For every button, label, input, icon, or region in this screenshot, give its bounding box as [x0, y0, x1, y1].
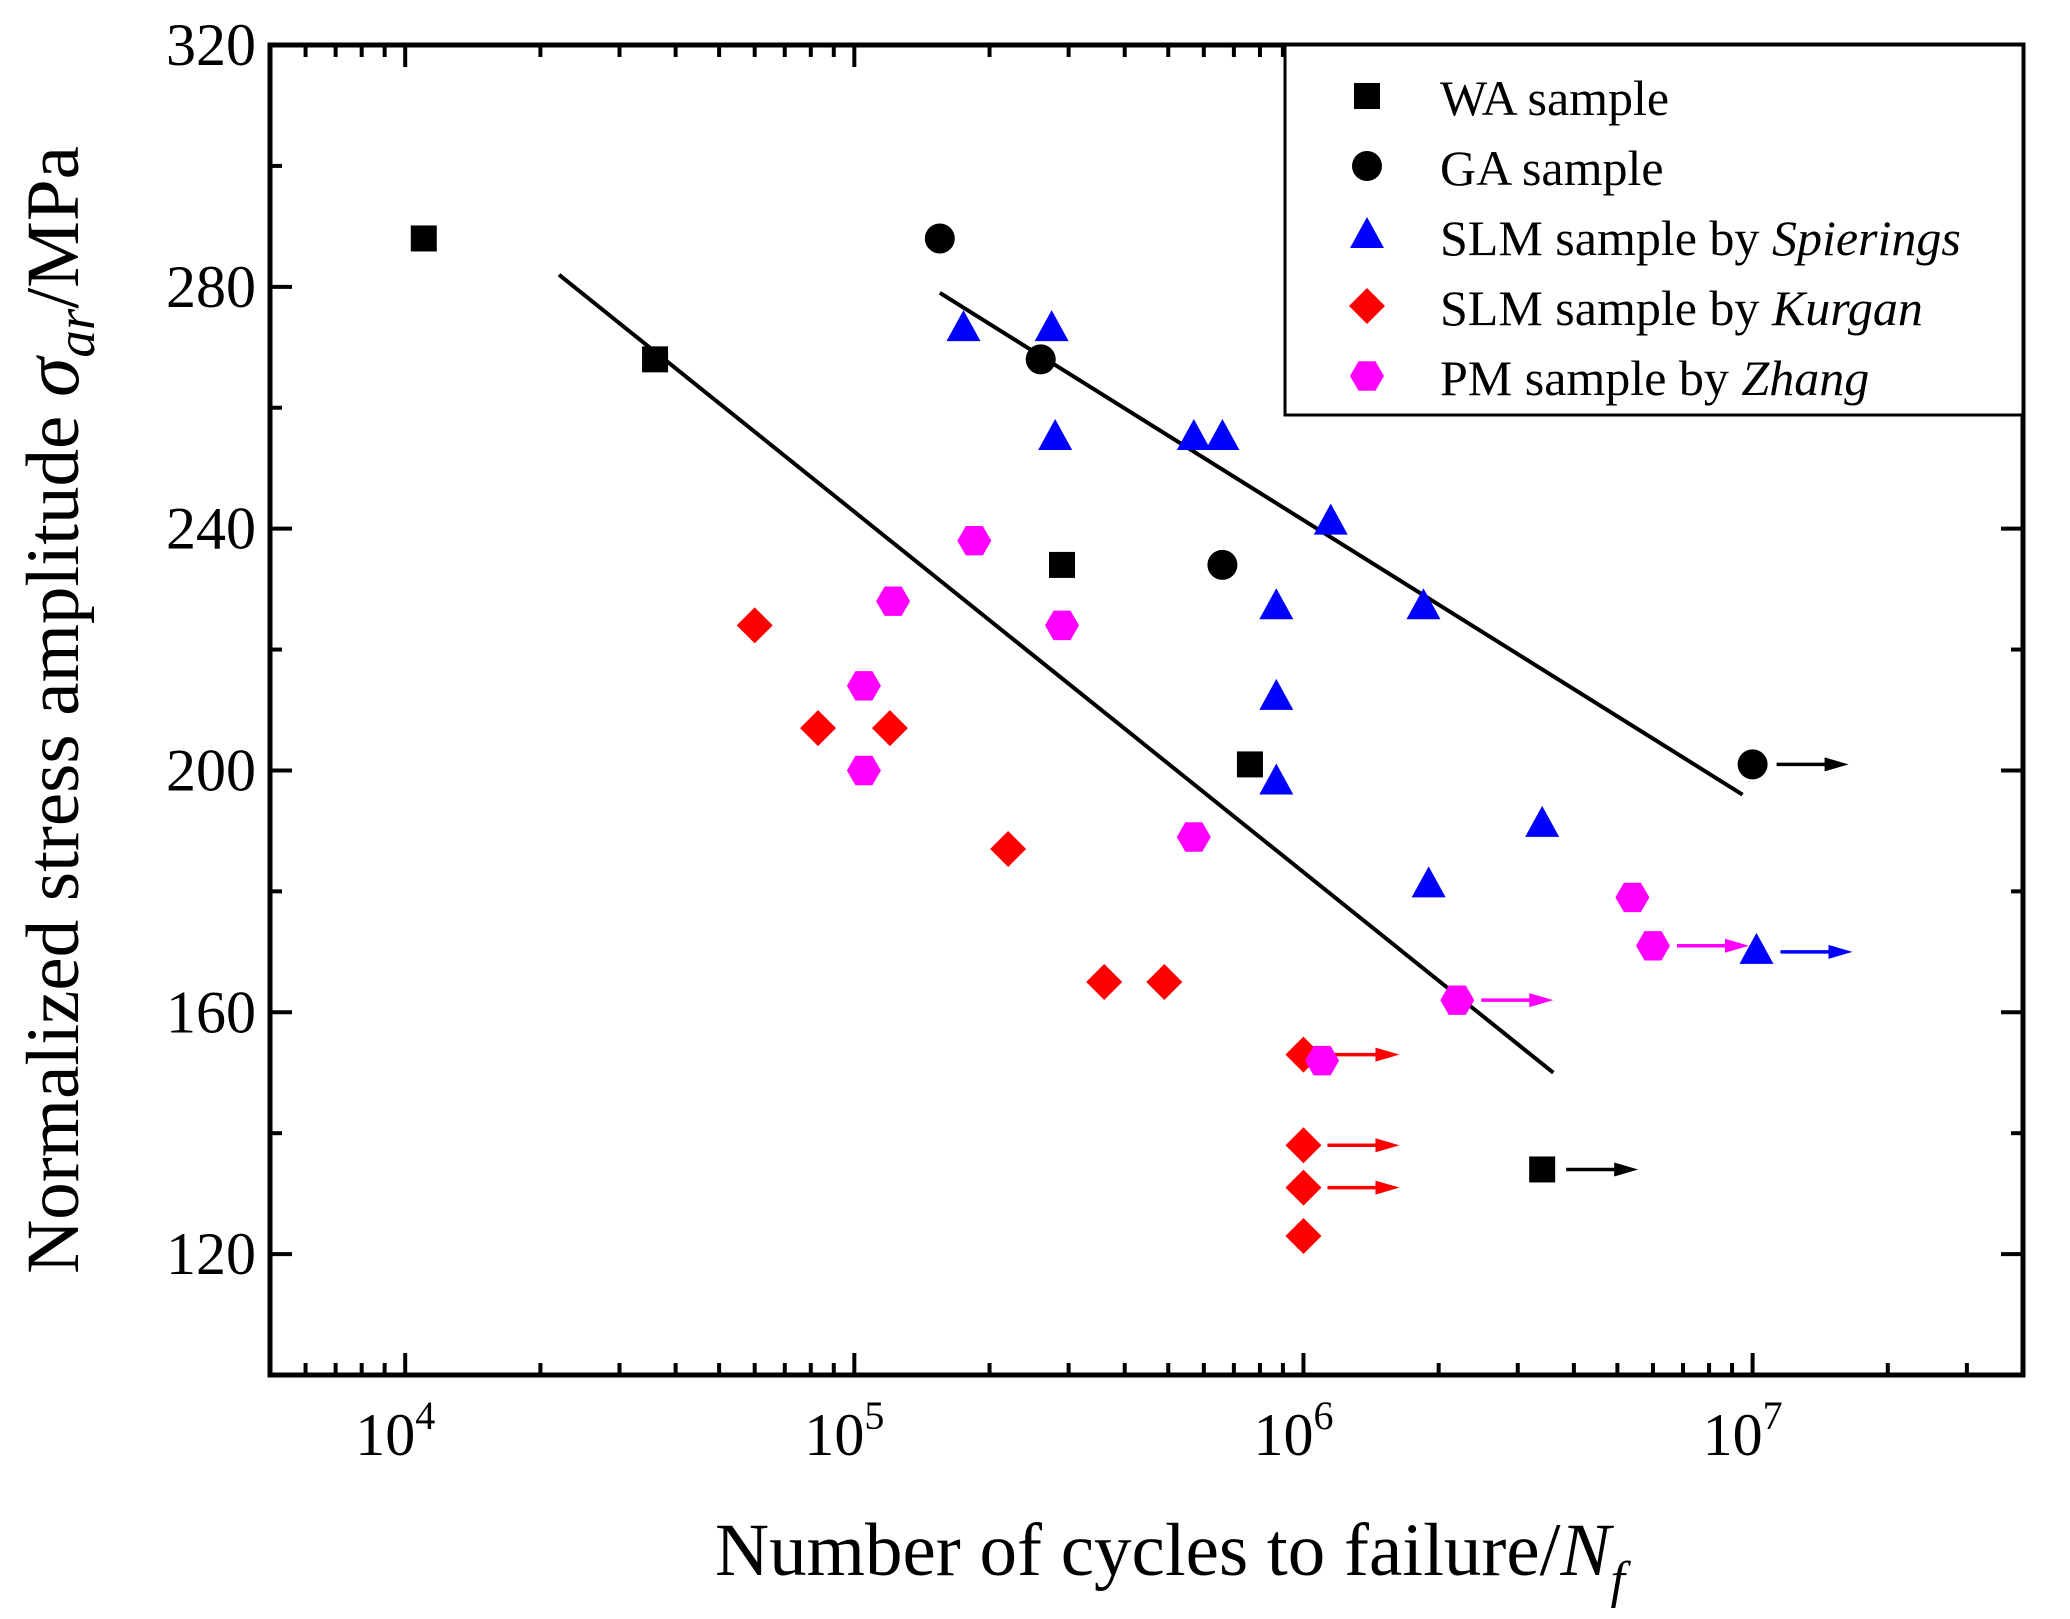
legend: WA sample GA sample SLM sample by Spiering… — [1283, 43, 2025, 417]
legend-marker — [1349, 288, 1385, 324]
y-axis-title: Normalized stress amplitude σar/MPa — [8, 146, 106, 1274]
y-tick-label: 320 — [166, 12, 256, 78]
data-point-series-4 — [1285, 1217, 1322, 1254]
data-point-series-3 — [946, 310, 981, 342]
data-point-series-5 — [1176, 822, 1211, 852]
data-point-series-3 — [1259, 588, 1294, 620]
legend-label: SLM sample by Spierings — [1440, 210, 1961, 266]
data-point-series-3 — [1034, 310, 1069, 342]
x-tick-label: 107 — [1703, 1393, 1783, 1468]
data-point-series-4 — [736, 607, 773, 644]
x-axis-title: Number of cycles to failure/Nf — [715, 1509, 1632, 1609]
runout-arrow-head — [1375, 1047, 1400, 1062]
data-point-series-1 — [1049, 551, 1076, 578]
data-point-series-3 — [1525, 805, 1560, 837]
runout-arrows — [1327, 757, 1853, 1195]
y-tick-label: 240 — [166, 496, 256, 562]
data-point-series-2 — [924, 223, 955, 254]
data-point-series-5 — [1305, 1045, 1340, 1076]
fit-lines — [557, 273, 1744, 1075]
data-point-series-5 — [876, 586, 911, 616]
data-point-series-2 — [1025, 344, 1056, 375]
y-tick-label: 280 — [166, 254, 256, 320]
x-tick-label: 105 — [804, 1393, 884, 1468]
data-point-series-5 — [846, 671, 881, 701]
data-point-series-3 — [1176, 418, 1211, 450]
y-tick-label: 200 — [166, 737, 256, 803]
runout-arrow-head — [1824, 757, 1849, 772]
data-point-series-3 — [1259, 678, 1294, 710]
data-point-series-4 — [1086, 964, 1123, 1001]
y-tick-label: 120 — [166, 1221, 256, 1287]
data-point-series-3 — [1739, 932, 1774, 964]
data-point-series-2 — [1207, 549, 1238, 580]
data-point-series-5 — [1440, 985, 1475, 1015]
data-point-series-3 — [1406, 588, 1441, 620]
data-point-series-1 — [642, 346, 669, 373]
legend-marker — [1354, 83, 1380, 109]
data-point-series-1 — [410, 225, 437, 252]
data-point-series-4 — [799, 710, 836, 747]
runout-arrow-head — [1614, 1162, 1639, 1177]
data-point-series-2 — [1737, 749, 1768, 780]
data-point-series-3 — [1038, 418, 1073, 450]
plot-frame — [267, 42, 2026, 1378]
data-point-series-4 — [1285, 1127, 1322, 1164]
data-points — [410, 223, 1774, 1254]
runout-arrow-head — [1375, 1180, 1400, 1195]
runout-arrow-head — [1529, 993, 1554, 1008]
data-point-series-3 — [1205, 418, 1240, 450]
runout-arrow-head — [1375, 1138, 1400, 1153]
legend-box — [1283, 43, 2025, 417]
data-point-series-3 — [1313, 503, 1348, 535]
runout-arrow-head — [1724, 938, 1749, 953]
legend-label: GA sample — [1440, 140, 1664, 196]
fit-line — [557, 273, 1555, 1075]
fit-line — [938, 291, 1744, 797]
data-point-series-1 — [1236, 751, 1263, 778]
legend-marker — [1350, 361, 1384, 391]
data-point-series-4 — [1146, 964, 1183, 1001]
legend-label: SLM sample by Kurgan — [1440, 280, 1923, 336]
x-tick-label: 106 — [1253, 1393, 1333, 1468]
legend-marker — [1352, 151, 1382, 181]
legend-label: WA sample — [1440, 70, 1669, 126]
legend-marker — [1350, 217, 1384, 248]
runout-arrow-head — [1828, 944, 1853, 959]
data-point-series-3 — [1259, 763, 1294, 795]
data-point-series-5 — [846, 755, 881, 786]
data-point-series-5 — [1636, 931, 1670, 961]
y-tick-label: 160 — [166, 979, 256, 1045]
data-point-series-5 — [957, 526, 992, 556]
x-tick-label: 104 — [355, 1393, 435, 1468]
data-point-series-4 — [871, 710, 908, 747]
data-point-series-5 — [1045, 610, 1079, 641]
data-point-series-4 — [1285, 1169, 1322, 1206]
data-point-series-4 — [990, 831, 1027, 868]
data-point-series-1 — [1529, 1156, 1556, 1183]
data-point-series-5 — [1615, 882, 1650, 913]
legend-label: PM sample by Zhang — [1440, 350, 1869, 406]
data-point-series-3 — [1411, 866, 1446, 898]
